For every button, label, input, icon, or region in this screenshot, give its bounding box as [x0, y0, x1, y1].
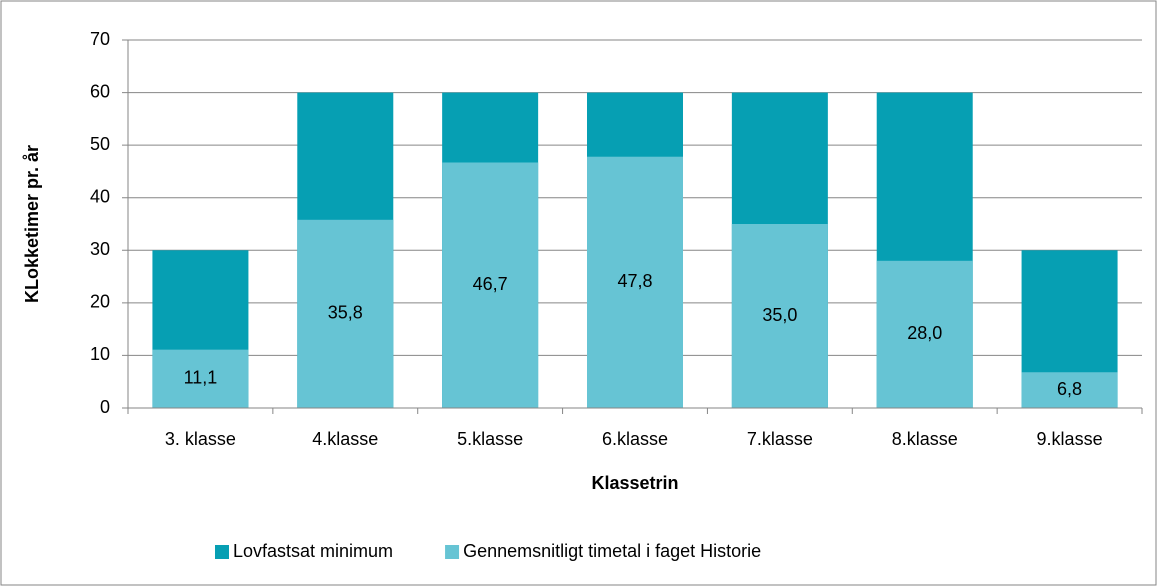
data-label: 28,0: [907, 323, 942, 343]
bar: [442, 162, 539, 408]
bar: [876, 260, 973, 408]
legend-label: Gennemsnitligt timetal i faget Historie: [463, 541, 761, 561]
data-label: 11,1: [184, 368, 218, 388]
y-tick-label: 10: [90, 344, 110, 364]
y-tick-label: 50: [90, 134, 110, 154]
y-tick-label: 20: [90, 292, 110, 312]
data-label: 46,7: [473, 274, 508, 294]
x-tick-label: 7.klasse: [747, 429, 813, 449]
x-tick-label: 3. klasse: [165, 429, 236, 449]
data-label: 6,8: [1057, 379, 1082, 399]
x-axis-title: Klassetrin: [591, 473, 678, 493]
bar: [297, 219, 394, 408]
data-label: 35,8: [328, 303, 363, 323]
bar: [587, 156, 683, 408]
y-tick-label: 70: [90, 29, 110, 49]
y-tick-label: 40: [90, 186, 110, 206]
x-tick-label: 6.klasse: [602, 429, 668, 449]
bar: [731, 224, 828, 408]
legend-swatch: [445, 545, 460, 559]
y-axis-title: KLokketimer pr. år: [22, 145, 42, 303]
x-tick-label: 5.klasse: [457, 429, 523, 449]
bar: [152, 349, 249, 408]
y-tick-label: 60: [90, 81, 110, 101]
data-label: 47,8: [617, 271, 652, 291]
bar: [1021, 372, 1118, 408]
data-label: 35,0: [762, 305, 797, 325]
x-tick-label: 8.klasse: [892, 429, 958, 449]
x-tick-label: 4.klasse: [312, 429, 378, 449]
y-tick-label: 0: [100, 397, 110, 417]
legend-label: Lovfastsat minimum: [233, 541, 393, 561]
x-tick-label: 9.klasse: [1037, 429, 1103, 449]
y-tick-label: 30: [90, 239, 110, 259]
legend-swatch: [215, 545, 229, 559]
